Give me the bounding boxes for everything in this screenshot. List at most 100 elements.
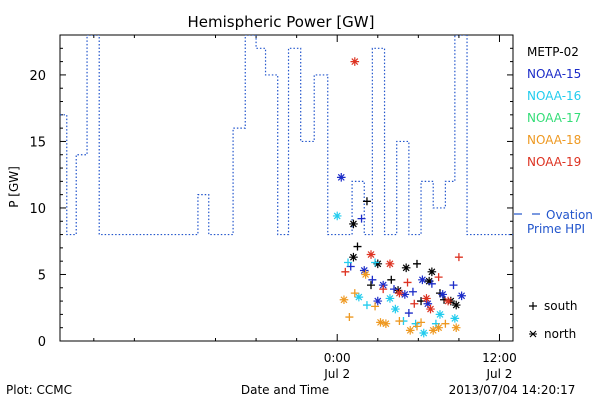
noaa-19-point — [350, 57, 360, 66]
y-tick-label: 15 — [29, 135, 46, 150]
series-noaa-18 — [339, 270, 461, 335]
legend-item-noaa-19: NOAA-19 — [527, 155, 581, 169]
metp-02-point — [373, 259, 383, 269]
noaa-16-point — [344, 258, 353, 267]
noaa-16-point — [450, 314, 460, 323]
noaa-16-point — [371, 258, 380, 267]
footer-plot-credit: Plot: CCMC — [6, 383, 72, 397]
x-tick-date-label: Jul 2 — [323, 367, 350, 381]
noaa-15-point — [368, 275, 377, 284]
marker-legend-plus-icon — [529, 302, 537, 310]
marker-legend-label-north: north — [544, 327, 576, 341]
noaa-18-point — [395, 317, 404, 326]
noaa-19-point — [395, 288, 404, 298]
noaa-18-point — [376, 318, 385, 327]
noaa-19-point — [403, 278, 412, 287]
metp-02-point — [362, 197, 371, 206]
noaa-15-point — [438, 290, 447, 299]
noaa-19-point — [422, 294, 431, 303]
noaa-19-point — [443, 296, 453, 306]
noaa-15-point — [408, 287, 417, 296]
noaa-19-point — [426, 304, 435, 314]
y-tick-label: 10 — [29, 202, 46, 217]
ovation-legend-label-line2: Prime HPI — [527, 222, 585, 236]
legend-item-noaa-18: NOAA-18 — [527, 133, 581, 147]
plot-frame — [59, 34, 514, 342]
x-tick-time-label: 12:00 — [482, 351, 517, 365]
noaa-18-point — [381, 319, 391, 329]
metp-02-point — [412, 259, 421, 268]
noaa-18-point — [339, 295, 349, 305]
noaa-18-point — [371, 302, 380, 311]
series-noaa-16 — [332, 211, 460, 338]
noaa-15-point — [400, 290, 410, 299]
noaa-19-point — [410, 299, 419, 308]
y-axis-label: P [GW] — [7, 166, 21, 208]
metp-02-point — [424, 276, 434, 286]
x-tick-time-label: 0:00 — [324, 351, 351, 365]
metp-02-point — [353, 242, 362, 251]
ovation-legend-label-line1: Ovation — [546, 208, 593, 222]
legend-item-noaa-16: NOAA-16 — [527, 89, 581, 103]
series-noaa-19 — [341, 57, 463, 314]
noaa-16-point — [419, 328, 429, 338]
metp-02-point — [349, 252, 358, 262]
noaa-18-point — [405, 326, 415, 335]
noaa-19-point — [379, 285, 388, 294]
noaa-16-point — [354, 292, 364, 302]
x-axis-label: Date and Time — [241, 383, 329, 397]
noaa-15-point — [418, 275, 427, 285]
footer-timestamp: 2013/07/04 14:20:17 — [449, 383, 576, 397]
ovation-hpi-line — [60, 35, 513, 236]
noaa-18-point — [434, 323, 443, 332]
noaa-15-point — [373, 296, 383, 306]
legend-item-noaa-17: NOAA-17 — [527, 111, 581, 125]
y-tick-label: 5 — [38, 268, 46, 283]
noaa-18-point — [350, 289, 359, 298]
marker-legend-star-icon — [529, 330, 537, 338]
metp-02-point — [401, 263, 411, 273]
noaa-19-point — [341, 267, 350, 276]
noaa-15-point — [390, 285, 399, 294]
metp-02-point — [393, 286, 403, 295]
noaa-18-point — [361, 270, 370, 279]
metp-02-point — [427, 267, 437, 277]
noaa-18-point — [428, 326, 438, 335]
noaa-18-point — [441, 319, 450, 328]
chart-title: Hemispheric Power [GW] — [188, 13, 375, 31]
marker-legend-label-south: south — [544, 299, 578, 313]
legend-item-noaa-15: NOAA-15 — [527, 67, 581, 81]
noaa-15-point — [449, 281, 458, 290]
legend: METP-02 NOAA-15 NOAA-16 NOAA-17 NOAA-18 NOAA-… — [514, 45, 593, 341]
noaa-15-point — [404, 309, 413, 318]
x-tick-date-label: Jul 2 — [486, 367, 513, 381]
noaa-15-point — [457, 291, 466, 301]
noaa-19-point — [385, 259, 395, 269]
noaa-19-point — [434, 273, 443, 282]
noaa-15-point — [359, 266, 369, 275]
noaa-18-point — [345, 313, 354, 322]
noaa-16-point — [435, 310, 445, 319]
noaa-18-point — [417, 318, 426, 327]
noaa-16-point — [385, 294, 395, 303]
metp-02-point — [387, 275, 396, 284]
noaa-19-point — [366, 250, 376, 259]
metp-02-point — [349, 219, 358, 229]
noaa-16-point — [332, 211, 342, 221]
noaa-15-point — [336, 173, 346, 182]
noaa-18-point — [451, 323, 461, 332]
noaa-15-point — [427, 279, 436, 288]
metp-02-point — [451, 300, 461, 310]
noaa-15-point — [357, 214, 366, 223]
plot-content — [60, 35, 513, 338]
noaa-16-point — [362, 301, 371, 310]
y-tick-label: 0 — [38, 335, 46, 350]
metp-02-point — [367, 281, 376, 290]
noaa-18-point — [412, 322, 421, 331]
noaa-16-point — [391, 304, 400, 314]
legend-item-metp-02: METP-02 — [527, 45, 579, 59]
noaa-15-point — [423, 299, 433, 309]
noaa-19-point — [454, 253, 463, 262]
